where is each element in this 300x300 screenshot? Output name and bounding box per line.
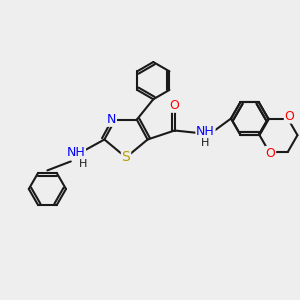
- Text: O: O: [266, 147, 275, 160]
- Text: S: S: [122, 150, 130, 164]
- Text: NH: NH: [67, 146, 85, 160]
- Text: H: H: [201, 138, 210, 148]
- Text: O: O: [284, 110, 294, 123]
- Text: O: O: [170, 99, 179, 112]
- Text: N: N: [107, 113, 116, 126]
- Text: NH: NH: [196, 124, 215, 138]
- Text: H: H: [79, 159, 87, 170]
